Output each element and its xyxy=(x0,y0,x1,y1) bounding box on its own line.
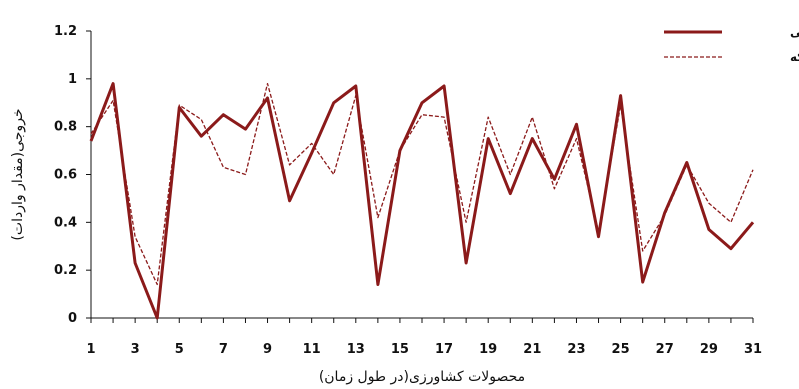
x-tick-label: 5 xyxy=(175,342,184,357)
y-tick-label: 1 xyxy=(68,72,77,87)
x-tick-label: 27 xyxy=(656,342,674,357)
x-tick-label: 31 xyxy=(744,342,762,357)
x-tick-label: 13 xyxy=(347,342,365,357)
x-tick-label: 17 xyxy=(435,342,453,357)
legend-label-actual-output: خروجی واقعی xyxy=(790,25,799,40)
x-tick-label: 7 xyxy=(219,342,228,357)
x-tick-label: 11 xyxy=(303,342,321,357)
axes xyxy=(90,31,753,319)
y-tick-label: 0.4 xyxy=(54,215,77,230)
y-tick-label: 0.6 xyxy=(54,168,77,183)
legend-label-network-output: خروجی شبکه xyxy=(790,50,799,65)
x-tick-label: 3 xyxy=(131,342,140,357)
y-axis-title: خروجی(مقدار واردات) xyxy=(10,108,26,240)
y-ticks: 0 0.2 0.4 0.6 0.8 1 1.2 xyxy=(54,24,91,326)
y-tick-label: 0 xyxy=(68,311,77,326)
legend: خروجی واقعی خروجی شبکه xyxy=(664,25,799,65)
x-tick-label: 29 xyxy=(700,342,718,357)
x-tick-label: 23 xyxy=(567,342,585,357)
x-tick-label: 25 xyxy=(612,342,630,357)
series-network-output-line xyxy=(90,82,754,286)
x-tick-label: 21 xyxy=(523,342,541,357)
x-tick-label: 19 xyxy=(479,342,497,357)
y-tick-label: 0.2 xyxy=(54,263,77,278)
x-tick-label: 15 xyxy=(391,342,409,357)
x-tick-label: 1 xyxy=(86,342,95,357)
y-tick-label: 0.8 xyxy=(54,120,77,135)
series-layer xyxy=(89,82,755,320)
x-ticks: 1 3 5 7 9 11 13 15 17 19 21 23 25 27 29 31 xyxy=(86,318,762,357)
y-tick-label: 1.2 xyxy=(54,24,77,39)
x-axis-title: محصولات کشاورزی(در طول زمان) xyxy=(319,369,525,385)
series-actual-output-line xyxy=(89,82,755,320)
x-tick-label: 9 xyxy=(263,342,272,357)
